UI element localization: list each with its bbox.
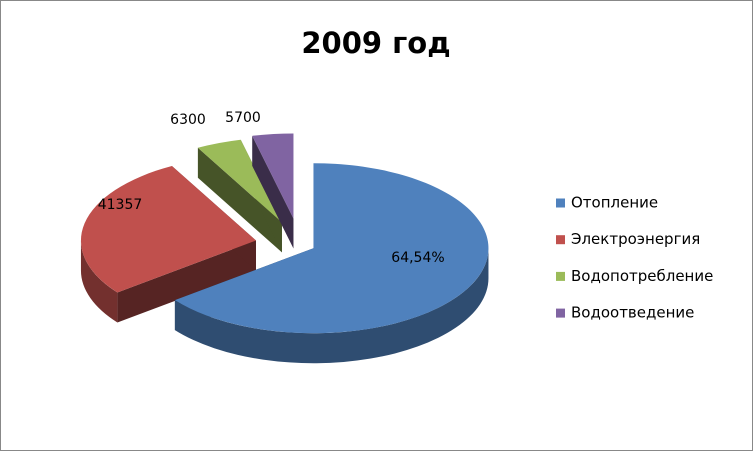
slice-cut-face [252,135,294,249]
legend-label: Отопление [571,194,658,212]
pie-slice [252,133,294,249]
legend-label: Водоотведение [571,304,694,322]
data-label: 64,54% [391,250,444,266]
slice-top [174,163,489,334]
data-label: 41357 [98,197,143,213]
legend-swatch [556,235,565,245]
data-label: 6300 [170,112,206,128]
slice-side [80,240,118,323]
legend-label: Электроэнергия [571,230,700,248]
slice-top [197,139,282,223]
legend-swatch [556,198,565,208]
slice-cut-face [197,147,282,253]
legend-label: Водопотребление [571,267,713,285]
pie-slice [174,163,489,364]
slice-cut-face [117,240,256,323]
slice-top [80,165,256,293]
slice-top [252,133,294,219]
slice-side [174,248,489,364]
pie-slice [197,139,282,253]
chart-title: 2009 год [301,26,450,60]
data-label: 5700 [225,110,261,126]
pie-slice [80,165,256,323]
legend-swatch [556,271,565,281]
legend-swatch [556,308,565,318]
